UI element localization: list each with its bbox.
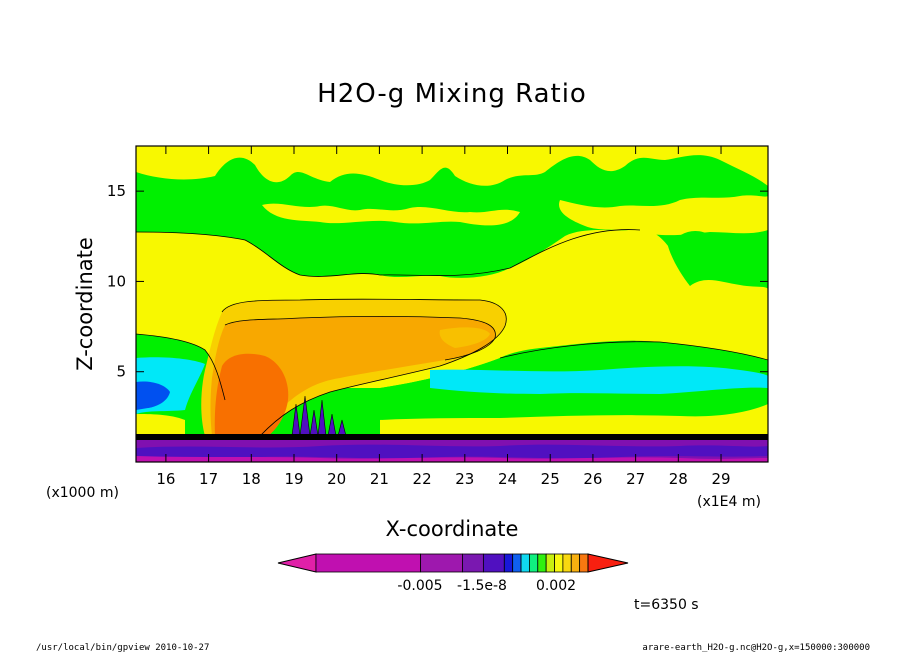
y-tick-label: 15 <box>107 182 126 200</box>
x-axis-ticks: 16 17 18 19 20 21 22 23 24 25 26 27 28 29 <box>156 146 731 488</box>
colorbar-segment <box>570 553 581 573</box>
x-tick-label: 24 <box>498 470 517 488</box>
x-tick-label: 18 <box>242 470 261 488</box>
colorbar-segment <box>529 553 539 573</box>
contour-band-yellow-top-2 <box>262 203 520 226</box>
x-tick-label: 26 <box>583 470 602 488</box>
contour-band-yellow-bottom <box>380 404 768 436</box>
colorbar-labels: -0.005 -1.5e-8 0.002 <box>397 578 576 594</box>
x-tick-label: 28 <box>669 470 688 488</box>
contour-field <box>136 146 768 462</box>
colorbar-segment <box>315 553 422 573</box>
colorbar-arrow-right <box>587 553 629 573</box>
contour-band-green-notch <box>668 231 712 286</box>
x-tick-label: 20 <box>327 470 346 488</box>
colorbar-segment <box>537 553 547 573</box>
footer-right: arare-earth_H2O-g.nc@H2O-g,x=150000:3000… <box>642 643 870 653</box>
y-tick-label: 10 <box>107 272 126 290</box>
x-axis-label: X-coordinate <box>386 517 519 541</box>
x-tick-label: 23 <box>455 470 474 488</box>
colorbar-segment <box>545 553 555 573</box>
footer-left: /usr/local/bin/gpview 2010-10-27 <box>36 643 209 653</box>
colorbar-segment <box>482 553 505 573</box>
convective-spikes <box>291 395 347 437</box>
x-tick-label: 19 <box>284 470 303 488</box>
x-tick-label: 22 <box>413 470 432 488</box>
colorbar-arrow-left <box>277 553 317 573</box>
x-tick-label: 25 <box>541 470 560 488</box>
contour-band-dark-orange <box>214 353 289 436</box>
time-label: t=6350 s <box>634 597 699 613</box>
plot-frame <box>135 145 769 463</box>
colorbar-label: -1.5e-8 <box>457 578 507 594</box>
colorbar-segment <box>512 553 522 573</box>
colorbar-segment <box>520 553 530 573</box>
contour-band-yellow-top <box>136 146 768 186</box>
y-axis-ticks: 5 10 15 <box>107 182 768 381</box>
colorbar-segment <box>462 553 484 573</box>
colorbar-label: 0.002 <box>536 578 576 594</box>
contour-lines <box>136 229 768 437</box>
x-tick-label: 21 <box>370 470 389 488</box>
x-tick-label: 16 <box>156 470 175 488</box>
colorbar-segment <box>420 553 463 573</box>
y-tick-label: 5 <box>116 363 126 381</box>
y-axis-label: Z-coordinate <box>73 237 97 371</box>
x-tick-label: 29 <box>711 470 730 488</box>
contour-band-yellow-right <box>559 195 768 236</box>
contour-band-cyan-right <box>430 366 768 394</box>
x-unit-right: (x1E4 m) <box>697 494 761 510</box>
x-tick-label: 27 <box>626 470 645 488</box>
contour-band-yellow-left <box>136 414 185 436</box>
contour-band-black-line <box>136 434 768 440</box>
colorbar-segment <box>579 553 589 573</box>
colorbar-label: -0.005 <box>397 578 442 594</box>
colorbar-segment <box>562 553 572 573</box>
colorbar-segment <box>503 553 514 573</box>
x-unit-left: (x1000 m) <box>46 485 119 501</box>
chart-title: H2O-g Mixing Ratio <box>317 79 587 109</box>
colorbar-segment <box>554 553 564 573</box>
contour-band-orange-light <box>439 327 490 348</box>
contour-band-blue <box>136 381 170 410</box>
colorbar <box>277 553 629 573</box>
x-tick-label: 17 <box>199 470 218 488</box>
